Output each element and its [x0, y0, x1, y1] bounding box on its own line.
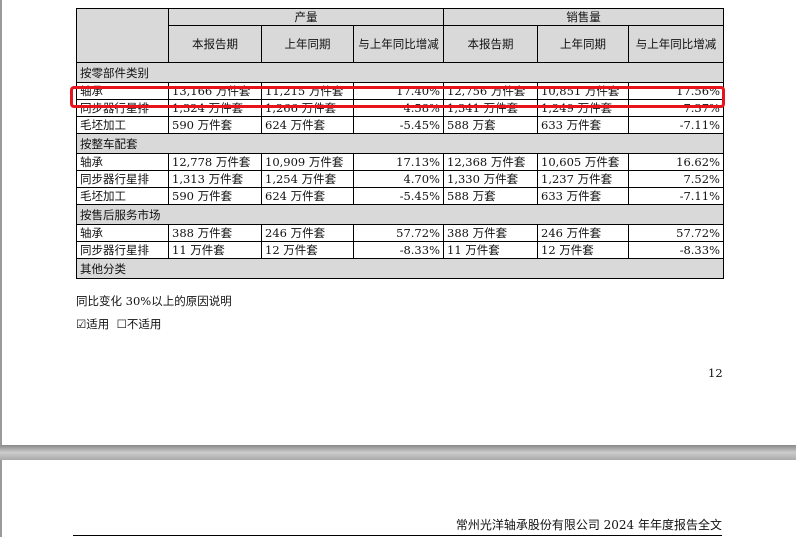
row-label: 毛坯加工	[76, 187, 169, 205]
production-sales-table: 产量 销售量 本报告期 上年同期 与上年同比增减 本报告期 上年同期 与上年同比…	[76, 8, 724, 279]
cell: 388 万件套	[168, 224, 262, 242]
cell: 624 万件套	[261, 116, 354, 134]
table-row: 同步器行星排 11 万件套 12 万件套 -8.33% 11 万件套 12 万件套 -8.3…	[76, 241, 724, 259]
cell: 388 万件套	[443, 224, 538, 242]
row-label: 同步器行星排	[76, 170, 169, 188]
cell: 1,341 万件套	[443, 99, 538, 117]
table-row: 同步器行星排 1,324 万件套 1,266 万件套 4.58% 1,341 万件套 1,…	[76, 99, 724, 117]
table-row: 轴承 388 万件套 246 万件套 57.72% 388 万件套 246 万件套 57.7…	[76, 224, 724, 242]
section-title: 按售后服务市场	[76, 204, 724, 225]
cell: 57.72%	[628, 224, 724, 242]
cell: 57.72%	[353, 224, 444, 242]
section-row: 按零部件类别	[76, 62, 724, 83]
cell: 588 万套	[443, 187, 538, 205]
cell: -7.11%	[628, 187, 724, 205]
table-row: 毛坯加工 590 万件套 624 万件套 -5.45% 588 万套 633 万件套 -7.…	[76, 187, 724, 205]
cell: 590 万件套	[168, 187, 262, 205]
cell: 590 万件套	[168, 116, 262, 134]
section-title: 其他分类	[76, 258, 724, 279]
row-label: 轴承	[76, 153, 169, 171]
not-applicable-checkbox[interactable]: ☐不适用	[116, 317, 162, 331]
cell: -8.33%	[628, 241, 724, 259]
section-title: 按整车配套	[76, 133, 724, 154]
production-header: 产量	[168, 8, 444, 26]
cell: 7.52%	[628, 170, 724, 188]
corner-cell	[76, 8, 169, 63]
cell: 246 万件套	[261, 224, 354, 242]
row-label: 同步器行星排	[76, 99, 169, 117]
page-number: 12	[708, 366, 723, 380]
row-label: 毛坯加工	[76, 116, 169, 134]
cell: 12 万件套	[261, 241, 354, 259]
cell: 16.62%	[628, 153, 724, 171]
cell: 1,324 万件套	[168, 99, 262, 117]
cell: 4.70%	[353, 170, 444, 188]
header-change: 与上年同比增减	[628, 25, 724, 63]
cell: 1,254 万件套	[261, 170, 354, 188]
header-current: 本报告期	[168, 25, 262, 63]
cell: 633 万件套	[537, 116, 629, 134]
header-current: 本报告期	[443, 25, 538, 63]
cell: -7.11%	[628, 116, 724, 134]
cell: -5.45%	[353, 116, 444, 134]
cell: -5.45%	[353, 187, 444, 205]
applicable-options: ☑适用 ☐不适用	[76, 316, 161, 332]
section-row: 其他分类	[76, 258, 724, 279]
cell: 12,368 万件套	[443, 153, 538, 171]
header-change: 与上年同比增减	[353, 25, 444, 63]
section-row: 按整车配套	[76, 133, 724, 154]
header-prior: 上年同期	[261, 25, 354, 63]
cell: 633 万件套	[537, 187, 629, 205]
cell: 10,909 万件套	[261, 153, 354, 171]
highlight-box	[70, 86, 725, 108]
table-row: 同步器行星排 1,313 万件套 1,254 万件套 4.70% 1,330 万件套 1,…	[76, 170, 724, 188]
section-row: 按售后服务市场	[76, 204, 724, 225]
cell: 588 万套	[443, 116, 538, 134]
cell: 246 万件套	[537, 224, 629, 242]
cell: 12,778 万件套	[168, 153, 262, 171]
page-edge	[0, 0, 2, 537]
change-note: 同比变化 30%以上的原因说明	[76, 294, 232, 308]
cell: -8.33%	[353, 241, 444, 259]
page-gap	[0, 445, 796, 460]
table-row: 毛坯加工 590 万件套 624 万件套 -5.45% 588 万套 633 万件套 -7.…	[76, 116, 724, 134]
cell: 1,237 万件套	[537, 170, 629, 188]
cell: 624 万件套	[261, 187, 354, 205]
sales-header: 销售量	[443, 8, 724, 26]
cell: 10,605 万件套	[537, 153, 629, 171]
page-footer: 常州光洋轴承股份有限公司 2024 年年度报告全文	[73, 516, 722, 536]
cell: 12 万件套	[537, 241, 629, 259]
cell: 11 万件套	[443, 241, 538, 259]
row-label: 轴承	[76, 224, 169, 242]
cell: 1,313 万件套	[168, 170, 262, 188]
cell: 1,330 万件套	[443, 170, 538, 188]
cell: 17.13%	[353, 153, 444, 171]
cell: 1,266 万件套	[261, 99, 354, 117]
cell: 1,249 万件套	[537, 99, 629, 117]
row-label: 同步器行星排	[76, 241, 169, 259]
table-row: 轴承 12,778 万件套 10,909 万件套 17.13% 12,368 万件套 10…	[76, 153, 724, 171]
applicable-checkbox[interactable]: ☑适用	[76, 317, 110, 331]
cell: 11 万件套	[168, 241, 262, 259]
header-prior: 上年同期	[537, 25, 629, 63]
section-title: 按零部件类别	[76, 62, 724, 83]
